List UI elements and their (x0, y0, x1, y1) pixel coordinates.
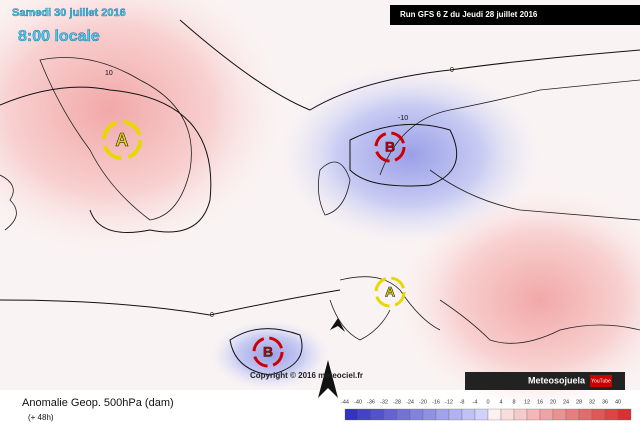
scale-label: 8 (512, 399, 515, 405)
scale-swatch (500, 408, 515, 421)
scale-label: 36 (602, 399, 608, 405)
scale-label: 20 (550, 399, 556, 405)
center-label: B (385, 139, 395, 155)
youtube: YouTube (591, 378, 611, 384)
isolines (0, 19, 640, 376)
run-banner (390, 5, 640, 25)
color-scale: -44 -40 -36 -32 -28 -24 -20 -16 -12 -8 -4 0 4 8 12 16 20… (341, 399, 632, 421)
center-label: A (115, 130, 128, 150)
anomaly-negative (210, 320, 330, 390)
center-ring (252, 336, 284, 368)
pressure-centers: A B A B (101, 119, 406, 368)
scale-swatch (552, 408, 567, 421)
scale-swatch (591, 408, 606, 421)
scale-label: -40 (354, 399, 362, 405)
scale-label: -8 (460, 399, 465, 405)
run-info: Run GFS 6 Z du Jeudi 28 juillet 2016 (400, 10, 538, 19)
anomaly-positive (400, 190, 640, 410)
north-arrow (318, 318, 345, 398)
contour-label: -10 (398, 115, 408, 122)
scale-label: 28 (576, 399, 582, 405)
scale-label: -12 (445, 399, 453, 405)
scale-swatch (344, 408, 359, 421)
scale-swatch (448, 408, 463, 421)
center-ring (374, 131, 406, 163)
scale-label: 40 (615, 399, 621, 405)
anomaly-negative (280, 65, 540, 245)
forecast-date: Samedi 30 juillet 2016 (12, 7, 126, 19)
scale-label: -20 (419, 399, 427, 405)
scale-label: -28 (393, 399, 401, 405)
scale-swatch (422, 408, 437, 421)
contour-label: 0 (210, 312, 214, 319)
scale-swatch (396, 408, 411, 421)
footer-title: Anomalie Geop. 500hPa (dam) (22, 397, 174, 409)
scale-label: 4 (499, 399, 502, 405)
scale-label: -24 (406, 399, 414, 405)
center-ring (374, 276, 406, 308)
scale-swatch (513, 408, 528, 421)
contour-label: 10 (105, 70, 113, 77)
forecast-time: 8:00 locale (18, 28, 100, 45)
scale-label: -44 (341, 399, 349, 405)
scale-swatch (539, 408, 554, 421)
scale-swatch (383, 408, 398, 421)
scale-swatch (565, 408, 580, 421)
scale-swatch (461, 408, 476, 421)
scale-label: 24 (563, 399, 569, 405)
scale-swatch (487, 408, 502, 421)
scale-label: -32 (380, 399, 388, 405)
scale-label: 0 (486, 399, 489, 405)
scale-label: 12 (524, 399, 530, 405)
scale-swatch (357, 408, 372, 421)
scale-label: -36 (367, 399, 375, 405)
contour-label: 0 (450, 67, 454, 74)
scale-swatch (370, 408, 385, 421)
anomaly-positive (0, 0, 280, 250)
scale-swatch (435, 408, 450, 421)
scale-swatch (526, 408, 541, 421)
copyright: Copyright © 2016 meteociel.fr (250, 371, 363, 380)
center-label: A (385, 284, 395, 300)
center-ring (101, 119, 143, 161)
scale-label: -4 (473, 399, 478, 405)
scale-label: 16 (537, 399, 543, 405)
center-label: B (263, 344, 273, 360)
coastlines (0, 57, 640, 344)
youtube-badge (590, 375, 612, 387)
scale-swatch (474, 408, 489, 421)
scale-swatch (617, 408, 632, 421)
brand: Meteosojuela (528, 375, 586, 385)
brand-bar (465, 372, 625, 390)
scale-swatch (409, 408, 424, 421)
scale-label: -16 (432, 399, 440, 405)
footer-lead: (+ 48h) (28, 413, 54, 422)
scale-label: 32 (589, 399, 595, 405)
scale-swatch (604, 408, 619, 421)
scale-swatch (578, 408, 593, 421)
